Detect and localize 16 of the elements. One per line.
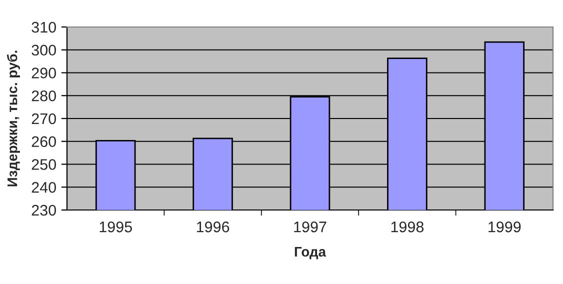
y-tick-label: 270 [32,113,56,124]
x-tick-label: 1997 [294,222,326,232]
y-axis-title: Издержки, тыс. руб. [6,50,20,186]
x-tick-label: 1996 [196,222,230,232]
x-axis-title: Года [294,246,326,260]
x-tick-label: 1999 [488,222,521,232]
y-tick-label: 250 [32,159,56,170]
y-tick-label: 280 [32,90,56,102]
y-tick-label: 310 [32,22,56,33]
x-tick-label: 1998 [391,222,424,232]
y-tick-label: 260 [32,136,56,148]
y-tick-label: 240 [32,182,56,193]
y-tick-label: 290 [32,68,56,78]
y-tick-label: 300 [32,44,56,56]
x-tick-label: 1995 [100,222,132,232]
y-tick-label: 230 [32,204,56,216]
